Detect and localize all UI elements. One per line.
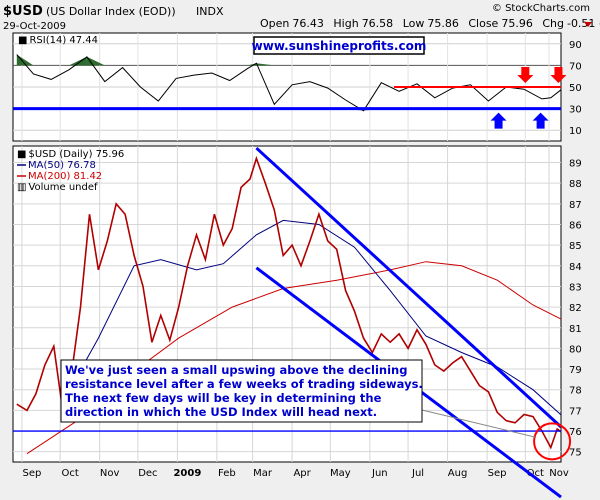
usd-legend-label: $USD (Daily) 75.96 (28, 149, 124, 160)
x-tick-label: Dec (138, 468, 157, 479)
website-banner (253, 36, 425, 55)
price-tick-label: 83 (569, 282, 582, 293)
price-tick-label: 87 (569, 200, 582, 211)
rsi-legend: ■ RSI(14) 47.44 (18, 35, 98, 46)
chg-label: Chg (542, 17, 564, 30)
rsi-tick-label: 30 (569, 105, 582, 116)
ma50-line (62, 219, 562, 416)
rsi-overbought-fill (69, 56, 87, 66)
x-tick-label: Jun (371, 468, 388, 479)
rsi-tick-label: 70 (569, 61, 582, 72)
price-line (16, 155, 562, 450)
svg-text:■$USD (Daily) 75.96: ■ $USD (Daily) 75.96 (17, 149, 124, 160)
x-tick-label: Jul (411, 468, 424, 479)
rsi-legend-label: RSI(14) 47.44 (29, 35, 98, 46)
callout-line-1: We've just seen a small upswing above th… (65, 363, 407, 377)
chart-instrument-name: (US Dollar Index (EOD)) (46, 5, 176, 18)
focus-circle (533, 422, 572, 461)
x-tick-label: Aug (448, 468, 468, 479)
svg-text:▥Volume undef: ▥ Volume undef (17, 182, 98, 193)
red-down-arrow-icon (517, 67, 534, 83)
x-tick-label: Sep (488, 468, 507, 479)
price-y-axis: 89 88 87 86 85 84 83 82 81 80 79 78 77 76 75 (569, 159, 582, 459)
price-legend: ■ $USD (Daily) 75.96 MA(50) 76.78 MA(200)… (17, 149, 124, 193)
price-tick-label: 85 (569, 241, 582, 252)
rsi-overbought-fill (16, 54, 34, 66)
price-tick-label: 77 (569, 406, 582, 417)
high-label: High (333, 17, 358, 30)
close-value: 75.96 (501, 17, 533, 30)
upper-trendline (255, 146, 563, 428)
rsi-overbought-fill (256, 63, 275, 66)
rsi-line (16, 54, 562, 112)
rsi-tick-label: 10 (569, 126, 582, 137)
chg-value: -0.51 (-0.67%) (567, 17, 600, 30)
price-tick-label: 76 (569, 427, 582, 438)
x-tick-label: Nov (549, 468, 569, 479)
ma200-legend-label: MA(200) 81.42 (28, 171, 102, 182)
rsi-tick-label: 50 (569, 83, 582, 94)
callout-line-3: The next few days will be key in determi… (65, 391, 382, 405)
price-tick-label: 79 (569, 365, 582, 376)
callout-pointer (421, 409, 537, 438)
x-tick-label: Oct (62, 468, 79, 479)
price-tick-label: 81 (569, 324, 582, 335)
price-tick-label: 75 (569, 448, 582, 459)
rsi-y-axis: 90 70 50 30 10 (569, 40, 582, 137)
open-value: 76.43 (292, 17, 324, 30)
price-tick-label: 89 (569, 159, 582, 170)
callout-line-4: direction in which the USD Index will he… (65, 405, 377, 419)
x-tick-label: Mar (253, 468, 273, 479)
blue-up-arrow-icon (490, 112, 507, 129)
chart-date: 29-Oct-2009 (3, 21, 66, 32)
volume-legend-label: Volume undef (28, 182, 98, 193)
price-tick-label: 82 (569, 303, 582, 314)
x-tick-label: Apr (293, 468, 311, 479)
price-tick-label: 84 (569, 262, 582, 273)
price-tick-label: 86 (569, 220, 582, 231)
red-down-arrow-icon (550, 67, 567, 83)
open-label: Open (260, 17, 289, 30)
price-tick-label: 78 (569, 386, 582, 397)
rsi-arrows (490, 67, 567, 129)
usd-legend-swatch: ■ (17, 149, 26, 160)
x-tick-label: Feb (218, 468, 236, 479)
close-label: Close (468, 17, 498, 30)
watermark: © StockCharts.com (492, 3, 590, 14)
x-tick-label: May (330, 468, 351, 479)
x-tick-label: Sep (22, 468, 41, 479)
ma50-legend-label: MA(50) 76.78 (28, 160, 96, 171)
chg-down-icon (584, 22, 592, 27)
price-tick-label: 80 (569, 344, 582, 355)
high-value: 76.58 (362, 17, 394, 30)
x-tick-label: 2009 (173, 468, 201, 479)
rsi-tick-label: 90 (569, 40, 582, 51)
price-tick-label: 88 (569, 179, 582, 190)
x-tick-label: Oct (527, 468, 544, 479)
rsi-legend-swatch: ■ (18, 35, 27, 46)
low-label: Low (403, 17, 425, 30)
blue-up-arrow-icon (532, 112, 549, 129)
commentary-callout (60, 359, 423, 423)
chart-exchange: INDX (196, 5, 224, 18)
callout-line-2: resistance level after a few weeks of tr… (65, 377, 423, 391)
low-value: 75.86 (427, 17, 459, 30)
x-axis: Sep Oct Nov Dec 2009 Feb Mar Apr May Jun Jul Aug Sep… (22, 468, 568, 479)
x-tick-label: Nov (100, 468, 120, 479)
website-banner-text: www.sunshineprofits.com (252, 39, 427, 53)
ohlc-readout: Open 76.43 High 76.58 Low 75.86 Close 75.96 … (260, 17, 600, 30)
chart-symbol: $USD (3, 4, 43, 19)
volume-legend-swatch: ▥ (17, 182, 26, 193)
